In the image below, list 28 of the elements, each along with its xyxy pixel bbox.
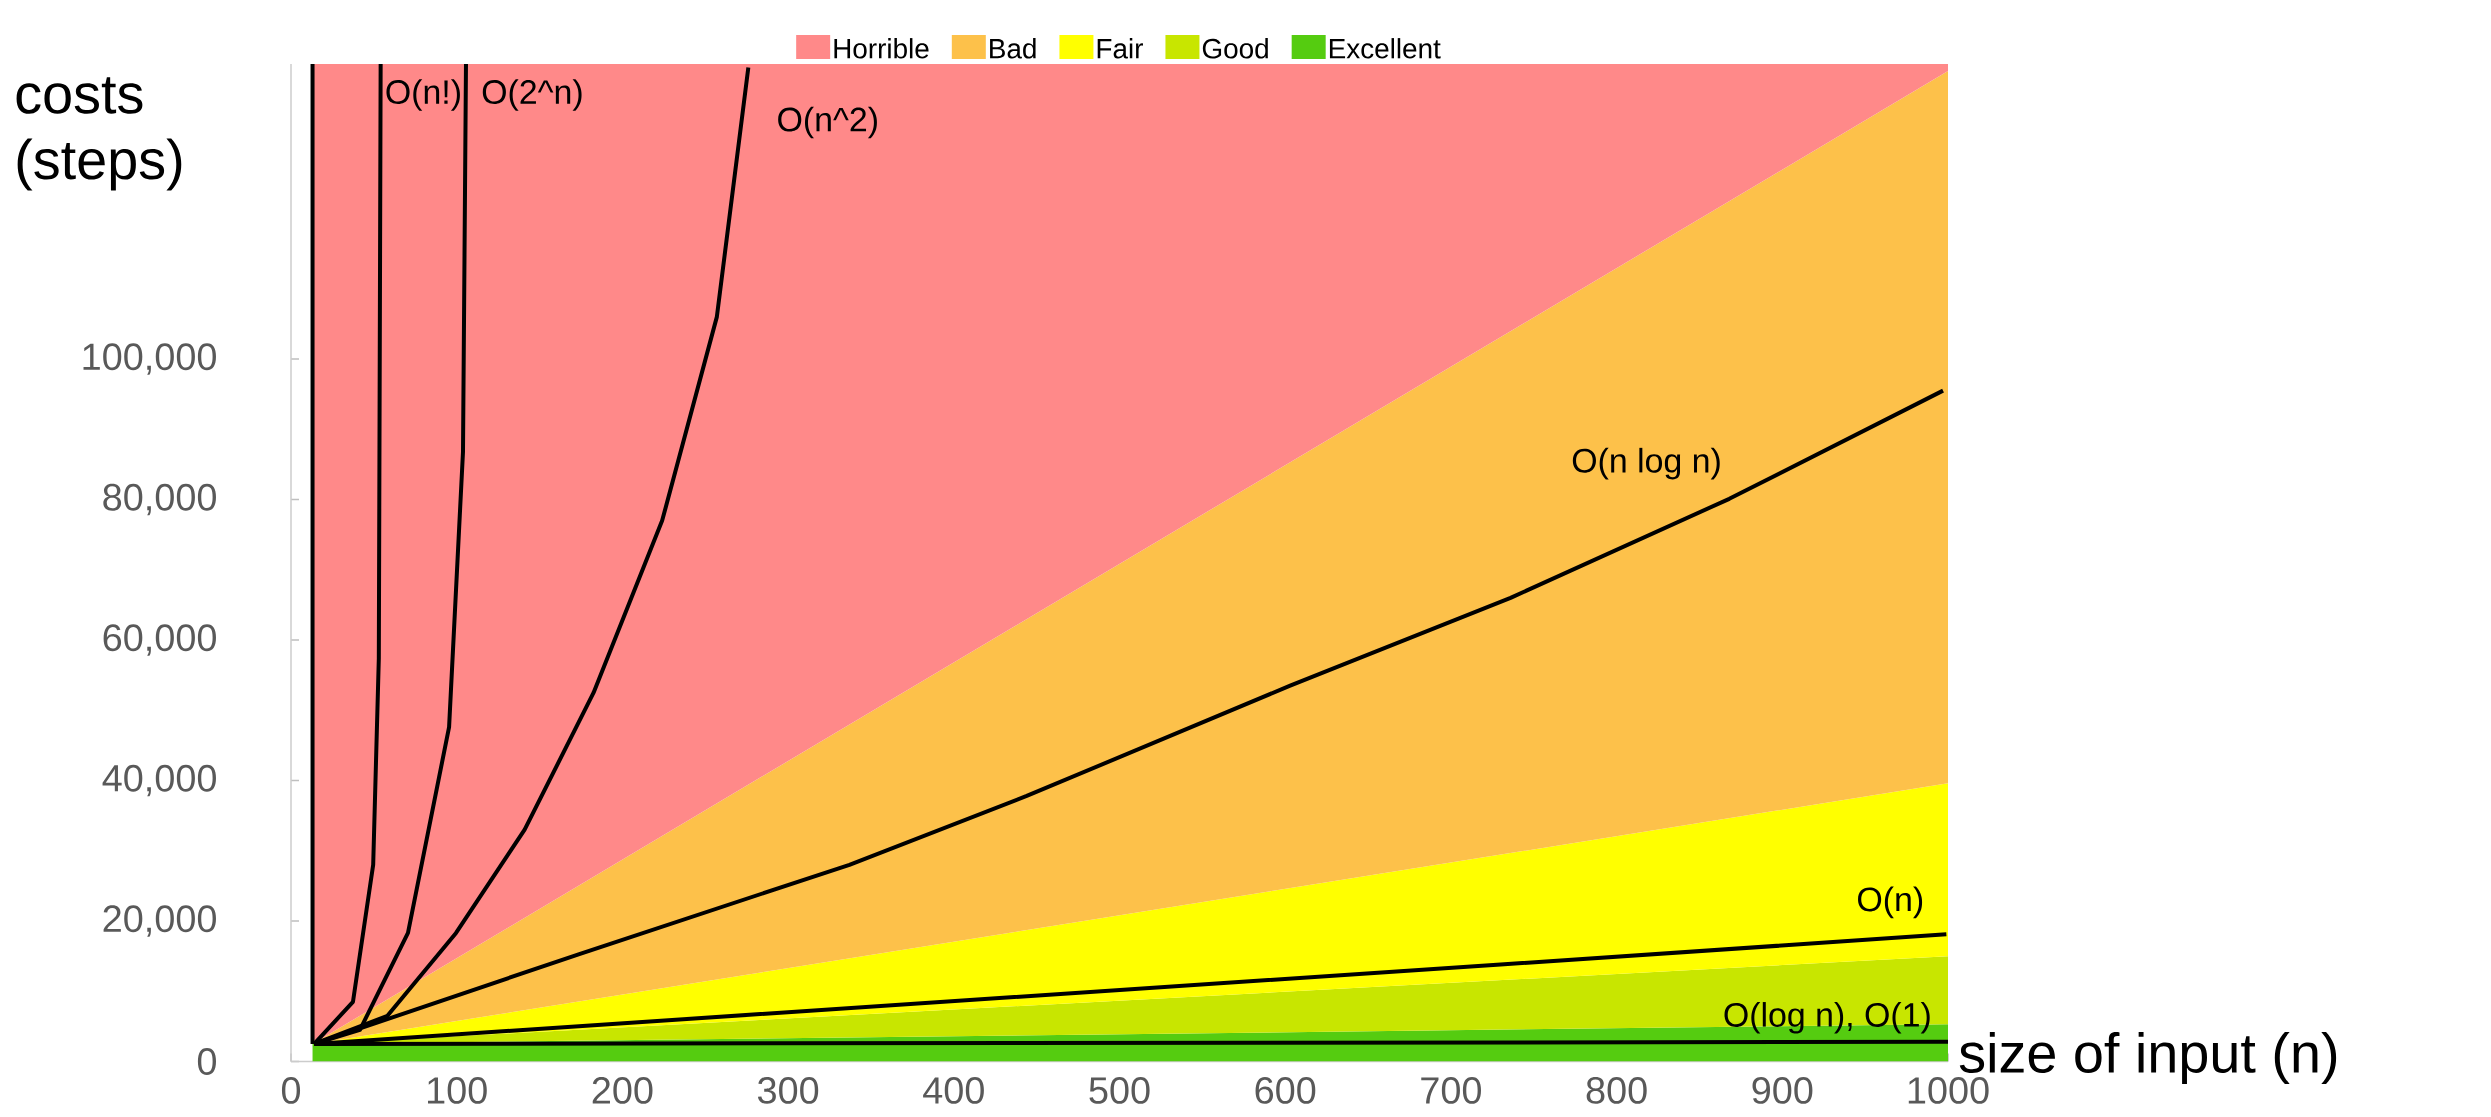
x-tick-label: 400 bbox=[923, 1077, 984, 1104]
y-tick-label: 0 bbox=[197, 1048, 216, 1075]
legend-label: Good bbox=[1202, 38, 1268, 59]
x-tick-label: 200 bbox=[592, 1077, 653, 1104]
y-tick-label: 20,000 bbox=[103, 905, 216, 937]
x-tick-label: 0 bbox=[281, 1077, 301, 1104]
series-label: O(n!) bbox=[386, 79, 460, 111]
x-tick-label: 900 bbox=[1752, 1077, 1813, 1104]
series-label: O(log n), O(1) bbox=[1724, 1002, 1930, 1034]
legend-label: Excellent bbox=[1329, 38, 1441, 59]
series-label: O(n log n) bbox=[1572, 447, 1720, 480]
series-label: O(n) bbox=[1858, 886, 1923, 919]
x-tick-label: 800 bbox=[1586, 1077, 1647, 1104]
series-label: O(n^2) bbox=[778, 106, 877, 139]
x-tick-label: 300 bbox=[757, 1077, 819, 1104]
x-tick-label: 500 bbox=[1089, 1077, 1150, 1104]
x-tick-label: 100 bbox=[428, 1077, 487, 1104]
y-axis-title: costs (steps) bbox=[16, 77, 182, 191]
y-tick-label: 100,000 bbox=[83, 343, 216, 375]
legend-label: Fair bbox=[1097, 38, 1143, 59]
y-tick-label: 60,000 bbox=[103, 624, 216, 656]
y-tick-label: 40,000 bbox=[102, 764, 216, 797]
legend-label: Horrible bbox=[834, 38, 929, 59]
legend-label: Bad bbox=[990, 38, 1036, 59]
x-tick-label: 700 bbox=[1421, 1077, 1482, 1104]
y-tick-label: 80,000 bbox=[103, 483, 216, 516]
x-tick-label: 600 bbox=[1255, 1077, 1316, 1104]
series-label: O(2^n) bbox=[482, 79, 582, 111]
